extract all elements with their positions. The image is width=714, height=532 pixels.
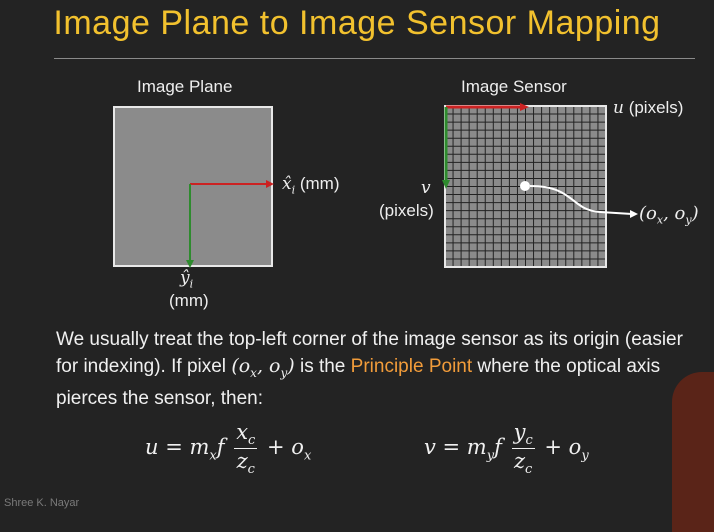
principle-highlight: Principle <box>350 356 424 377</box>
u-axis-label: u (pixels) <box>613 98 684 118</box>
title-divider <box>54 58 695 59</box>
y-axis-unit: (mm) <box>169 291 209 310</box>
u-axis-arrowhead <box>520 103 529 111</box>
explanation-paragraph: We usually treat the top-left corner of … <box>56 329 683 409</box>
presenter-figure <box>672 372 714 532</box>
y-axis-arrowhead <box>186 260 194 268</box>
image-plane-box <box>113 106 273 267</box>
principal-point-leader <box>529 185 633 215</box>
x-axis-arrowhead <box>266 180 274 188</box>
equation-u: u = mxf xc zc + ox <box>145 420 312 478</box>
axes-overlay <box>186 103 638 268</box>
leader-arrowhead <box>630 210 638 218</box>
image-plane-heading: Image Plane <box>137 77 233 96</box>
principal-point-dot <box>520 181 530 191</box>
point-highlight: Point <box>428 356 473 377</box>
watermark: Shree K. Nayar <box>4 497 80 509</box>
y-axis-label: ŷi <box>180 268 194 291</box>
v-axis-unit: (pixels) <box>379 201 434 220</box>
principal-point-label: (ox, oy) <box>639 203 699 227</box>
equation-v: v = myf yc zc + oy <box>424 420 589 478</box>
x-axis-label: x̂i (mm) <box>282 174 340 197</box>
v-axis-arrowhead <box>442 180 450 189</box>
slide-title: Image Plane to Image Sensor Mapping <box>53 4 661 42</box>
v-axis-label: v <box>421 178 431 198</box>
image-sensor-heading: Image Sensor <box>461 77 567 96</box>
